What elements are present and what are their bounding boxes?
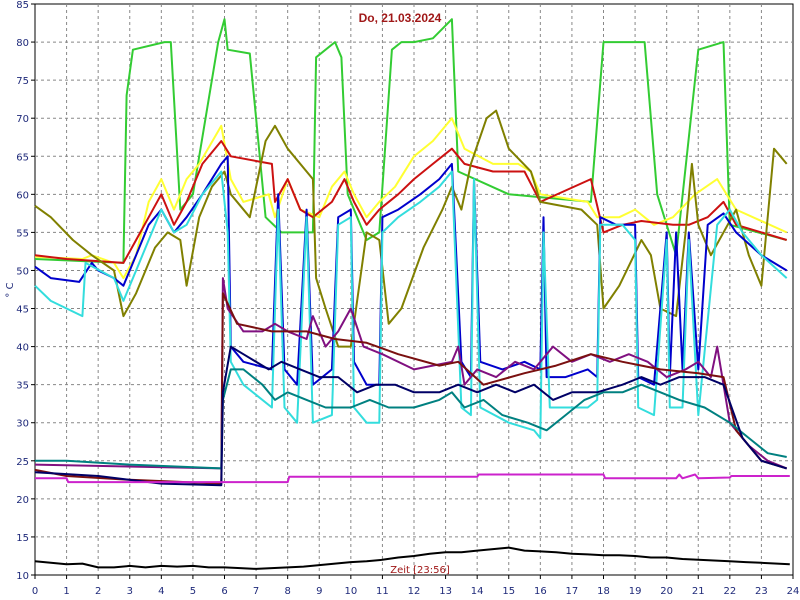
y-tick-label: 80 [16,38,29,49]
x-tick-label: 24 [787,586,800,597]
x-tick-label: 12 [408,586,421,597]
y-axis-label: ° C [5,282,16,297]
x-tick-label: 15 [502,586,515,597]
x-tick-label: 0 [32,586,38,597]
series-line-3 [34,109,788,348]
y-tick-label: 60 [16,190,29,201]
y-tick-label: 75 [16,76,29,87]
x-tick-label: 2 [95,586,101,597]
y-tick-label: 10 [16,571,29,582]
x-tick-label: 9 [316,586,322,597]
x-tick-label: 17 [566,586,579,597]
y-tick-label: 85 [16,0,29,11]
series-line-6 [34,277,788,470]
axes: 0 1 2 3 4 5 6 7 8 9 10 11 12 13 14 15 16 17 18 19 20 21 22 23 24… [16,0,799,597]
x-tick-label: 16 [534,586,547,597]
x-tick-label: 11 [376,586,389,597]
series-lines [34,18,790,570]
x-tick-label: 6 [221,586,227,597]
y-tick-label: 70 [16,114,29,125]
x-tick-label: 8 [284,586,290,597]
x-tick-label: 7 [253,586,259,597]
y-tick-label: 55 [16,228,29,239]
series-line-8 [35,368,787,470]
series-line-7 [34,292,787,485]
x-tick-label: 3 [127,586,133,597]
series-line-10 [35,473,790,484]
series-line-11 [34,546,790,570]
series-line-5 [34,170,788,439]
chart-title: Do, 21.03.2024 [359,11,442,25]
series-line-1 [34,117,788,280]
x-tick-label: 23 [755,586,768,597]
x-tick-label: 14 [471,586,484,597]
y-tick-label: 40 [16,343,29,354]
y-tick-label: 50 [16,266,29,277]
time-label: Zeit [23:56] [390,565,450,576]
x-tick-label: 18 [597,586,610,597]
y-tick-label: 30 [16,419,29,430]
x-tick-label: 1 [63,586,69,597]
x-tick-label: 13 [439,586,452,597]
y-tick-label: 25 [16,457,29,468]
x-tick-label: 20 [660,586,673,597]
x-tick-label: 21 [692,586,705,597]
x-tick-label: 5 [190,586,196,597]
x-tick-label: 10 [344,586,357,597]
y-tick-label: 65 [16,152,29,163]
series-line-9 [34,345,787,487]
y-tick-label: 20 [16,495,29,506]
series-line-2 [34,140,787,264]
x-tick-label: 22 [723,586,736,597]
x-tick-label: 19 [629,586,642,597]
y-tick-label: 35 [16,381,29,392]
x-tick-label: 4 [158,586,164,597]
y-tick-label: 15 [16,533,29,544]
y-tick-label: 45 [16,305,29,316]
